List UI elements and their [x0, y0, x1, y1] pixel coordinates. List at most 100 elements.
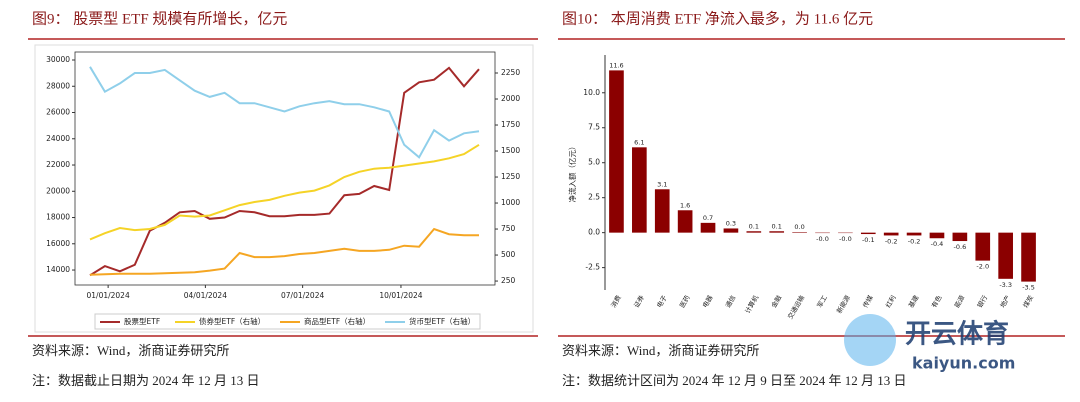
source: 资料来源：Wind，浙商证券研究所 [562, 343, 759, 358]
chart-frame [34, 44, 534, 333]
x-tick-label: 07/01/2024 [281, 291, 324, 300]
x-tick-label: 新能源 [834, 293, 852, 315]
x-tick-label: 地产 [998, 293, 1013, 309]
y2-tick-label: 1000 [501, 198, 520, 207]
y-tick-label: 0.0 [588, 228, 600, 237]
y2-tick-label: 750 [501, 224, 516, 233]
note: 注：数据截止日期为 2024 年 12 月 13 日 [32, 373, 260, 388]
x-tick-label: 计算机 [743, 293, 761, 315]
bar [998, 232, 1013, 279]
y-tick-label: 30000 [46, 55, 70, 64]
legend-box [94, 313, 481, 330]
x-tick-label: 银行 [975, 293, 990, 309]
y-tick-label: 22000 [46, 160, 70, 169]
x-tick-label: 04/01/2024 [184, 291, 227, 300]
value-label: -0.6 [954, 243, 967, 251]
x-tick-label: 基建 [906, 293, 921, 309]
value-label: 1.6 [680, 201, 690, 209]
bar [883, 232, 899, 236]
watermark-logo [844, 314, 896, 366]
y-tick-label: 5.0 [588, 158, 600, 167]
y-tick-label: 2.5 [588, 193, 600, 202]
x-tick-label: 交通运输 [785, 293, 806, 320]
x-tick-label: 10/01/2024 [379, 291, 422, 300]
legend-label: 债券型ETF（右轴） [199, 316, 265, 326]
bar [792, 232, 807, 233]
bar [952, 232, 968, 242]
value-label: 11.6 [609, 61, 623, 69]
value-label: -2.0 [976, 263, 989, 271]
value-label: 3.1 [657, 180, 667, 188]
y-tick-label: 16000 [46, 239, 70, 248]
y-tick-label: 14000 [46, 265, 70, 274]
value-label: -0.2 [885, 237, 898, 245]
x-tick-label: 红利 [883, 294, 897, 310]
x-tick-label: 金融 [769, 293, 784, 309]
y-tick-label: 28000 [46, 81, 70, 90]
value-label: 0.0 [794, 223, 804, 231]
y-tick-label: 10.0 [583, 88, 600, 97]
y-tick-label: 18000 [46, 213, 70, 222]
x-tick-label: 传媒 [860, 293, 875, 309]
value-label: 0.1 [772, 222, 782, 230]
y2-tick-label: 250 [501, 276, 516, 285]
bar [723, 228, 739, 233]
series-line [89, 66, 480, 159]
x-tick-label: 通信 [723, 293, 738, 309]
bar [609, 70, 624, 233]
x-tick-label: 01/01/2024 [87, 291, 130, 300]
value-label: -0.1 [862, 236, 875, 244]
y2-tick-label: 1250 [501, 172, 520, 181]
bar [929, 232, 945, 239]
y-tick-label: 7.5 [588, 123, 600, 132]
x-tick-label: 能源 [952, 293, 967, 309]
bar [632, 147, 647, 233]
x-tick-label: 医药 [677, 293, 692, 309]
bar [746, 231, 762, 233]
x-tick-label: 电子 [654, 293, 669, 309]
legend-label: 货币型ETF（右轴） [409, 316, 475, 326]
note: 注：数据统计区间为 2024 年 12 月 9 日至 2024 年 12 月 1… [562, 373, 907, 388]
value-label: 0.7 [703, 214, 713, 222]
y2-tick-label: 1500 [501, 146, 520, 155]
bar [700, 222, 716, 233]
x-tick-label: 消费 [609, 293, 624, 309]
series-line [89, 227, 479, 276]
value-label: -0.2 [908, 237, 921, 245]
y2-tick-label: 2250 [501, 68, 520, 77]
source: 资料来源：Wind，浙商证券研究所 [32, 343, 229, 358]
legend-label: 股票型ETF [124, 317, 160, 326]
value-label: -3.5 [1022, 284, 1035, 292]
x-tick-label: 证券 [632, 293, 647, 309]
y2-tick-label: 500 [501, 250, 516, 259]
legend-label: 商品型ETF（右轴） [304, 316, 370, 326]
x-tick-label: 军工 [816, 294, 830, 310]
bar [860, 232, 876, 235]
bar [677, 210, 693, 233]
chart-title: 图10： 本周消费 ETF 净流入最多，为 11.6 亿元 [562, 10, 873, 27]
bar [769, 231, 785, 233]
bar [975, 232, 991, 261]
value-label: -0.0 [839, 235, 852, 243]
y2-tick-label: 2000 [501, 94, 520, 103]
bar [906, 232, 922, 236]
value-label: 0.1 [749, 222, 759, 230]
value-label: 0.3 [726, 219, 736, 227]
watermark-url: kaiyun.com [912, 354, 1015, 373]
y-tick-label: 24000 [46, 134, 70, 143]
plot-frame [74, 51, 496, 286]
y-axis-label: 净流入额（亿元） [567, 143, 577, 203]
value-label: -0.4 [931, 240, 944, 248]
y-tick-label: 26000 [46, 108, 70, 117]
chart-title: 图9： 股票型 ETF 规模有所增长，亿元 [32, 10, 287, 27]
series-line [89, 143, 480, 241]
x-tick-label: 有色 [929, 293, 944, 309]
value-label: -0.0 [816, 235, 829, 243]
watermark-brand: 开云体育 [905, 319, 1009, 350]
x-tick-label: 煤炭 [1021, 293, 1036, 309]
x-tick-label: 电器 [700, 293, 715, 309]
y-tick-label: -2.5 [585, 263, 600, 272]
y-tick-label: 20000 [46, 186, 70, 195]
y2-tick-label: 1750 [501, 120, 520, 129]
